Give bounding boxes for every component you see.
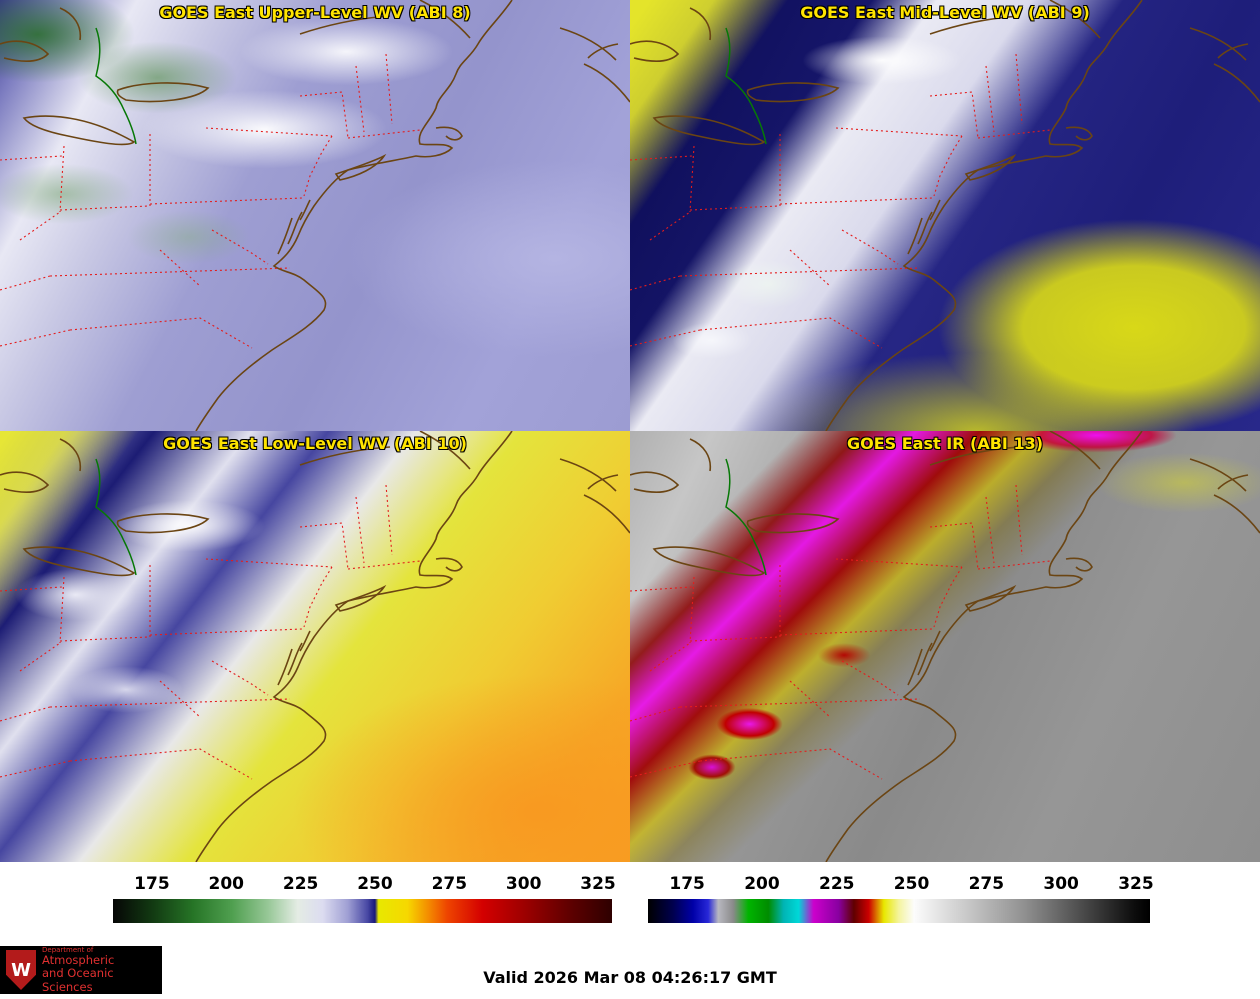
valid-time: Valid 2026 Mar 08 04:26:17 GMT (483, 968, 777, 987)
wv-colorbar: 175 200 225 250 275 300 325 (113, 874, 616, 942)
colorbar-tick-label: 225 (819, 874, 855, 894)
map-boundaries-overlay (630, 0, 1260, 431)
crest-letter: W (11, 959, 31, 981)
wv-colorbar-ticks: 175 200 225 250 275 300 325 (113, 874, 616, 896)
map-boundaries-overlay (630, 431, 1260, 862)
panel-title-upper-level-wv: GOES East Upper-Level WV (ABI 8) (159, 3, 471, 22)
panel-low-level-wv: GOES East Low-Level WV (ABI 10) (0, 431, 630, 862)
colorbar-tick-label: 175 (669, 874, 705, 894)
footer: W Department of Atmospheric and Oceanic … (0, 942, 1260, 999)
ir-colorbar-ticks: 175 200 225 250 275 300 325 (648, 874, 1153, 896)
colorbar-tick-label: 250 (357, 874, 393, 894)
logo-line-2: and Oceanic Sciences (42, 966, 114, 994)
colorbar-tick-label: 200 (208, 874, 245, 894)
panel-mid-level-wv: GOES East Mid-Level WV (ABI 9) (630, 0, 1260, 431)
uw-aos-logo: W Department of Atmospheric and Oceanic … (0, 946, 162, 994)
panel-upper-level-wv: GOES East Upper-Level WV (ABI 8) (0, 0, 630, 431)
colorbar-tick-label: 300 (505, 874, 542, 894)
colorbar-tick-label: 250 (893, 874, 930, 894)
colorbar-tick-label: 275 (431, 874, 468, 894)
logo-department-line: Department of (42, 946, 94, 955)
colorbar-tick-label: 325 (580, 874, 616, 894)
panel-grid: GOES East Upper-Level WV (ABI 8) GOES Ea… (0, 0, 1260, 862)
panel-title-mid-level-wv: GOES East Mid-Level WV (ABI 9) (800, 3, 1090, 22)
map-boundaries-overlay (0, 0, 630, 431)
ir-colorbar: 175 200 225 250 275 300 325 (648, 874, 1154, 942)
colorbar-row: 175 200 225 250 275 300 325 175 200 225 … (0, 862, 1260, 942)
colorbar-tick-label: 225 (282, 874, 319, 894)
map-boundaries-overlay (0, 431, 630, 862)
panel-ir: GOES East IR (ABI 13) (630, 431, 1260, 862)
colorbar-tick-label: 275 (968, 874, 1005, 894)
colorbar-tick-label: 325 (1118, 874, 1154, 894)
colorbar-tick-label: 300 (1043, 874, 1079, 894)
logo-line-1: Atmospheric (42, 953, 115, 968)
ir-colorbar-gradient (648, 899, 1150, 923)
panel-title-ir: GOES East IR (ABI 13) (846, 434, 1044, 453)
colorbar-tick-label: 200 (744, 874, 780, 894)
logo-text: Department of Atmospheric and Oceanic Sc… (42, 946, 156, 994)
wv-colorbar-gradient (113, 899, 612, 923)
panel-title-low-level-wv: GOES East Low-Level WV (ABI 10) (163, 434, 467, 453)
colorbar-tick-label: 175 (134, 874, 170, 894)
